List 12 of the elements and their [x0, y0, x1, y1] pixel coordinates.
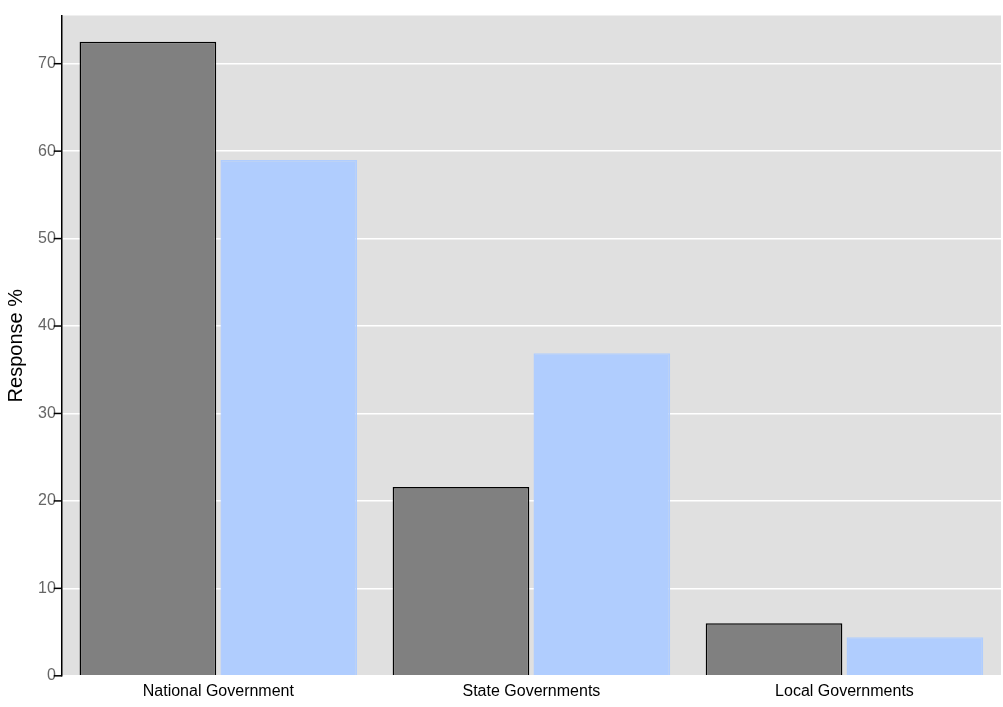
y-tick-label: 50 [38, 228, 56, 246]
y-tick-label: 70 [38, 54, 56, 72]
y-axis-title: Response % [3, 288, 26, 403]
y-tick-label: 10 [38, 578, 56, 596]
x-tick-label: National Government [142, 681, 295, 699]
y-tick-label: 40 [38, 316, 56, 334]
y-tick-label: 0 [46, 666, 56, 684]
y-tick-label: 60 [38, 141, 56, 159]
x-tick-label: Local Governments [775, 681, 914, 699]
x-tick-label: State Governments [462, 681, 601, 699]
y-tick-label: 30 [38, 403, 56, 421]
y-tick-label: 20 [38, 491, 56, 509]
